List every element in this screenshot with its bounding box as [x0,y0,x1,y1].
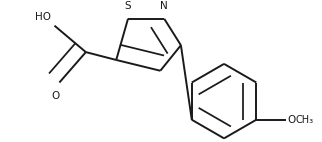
Text: S: S [125,1,131,11]
Text: O: O [51,91,60,101]
Text: CH₃: CH₃ [296,115,314,125]
Text: N: N [160,1,168,11]
Text: HO: HO [34,12,51,22]
Text: O: O [288,115,296,125]
